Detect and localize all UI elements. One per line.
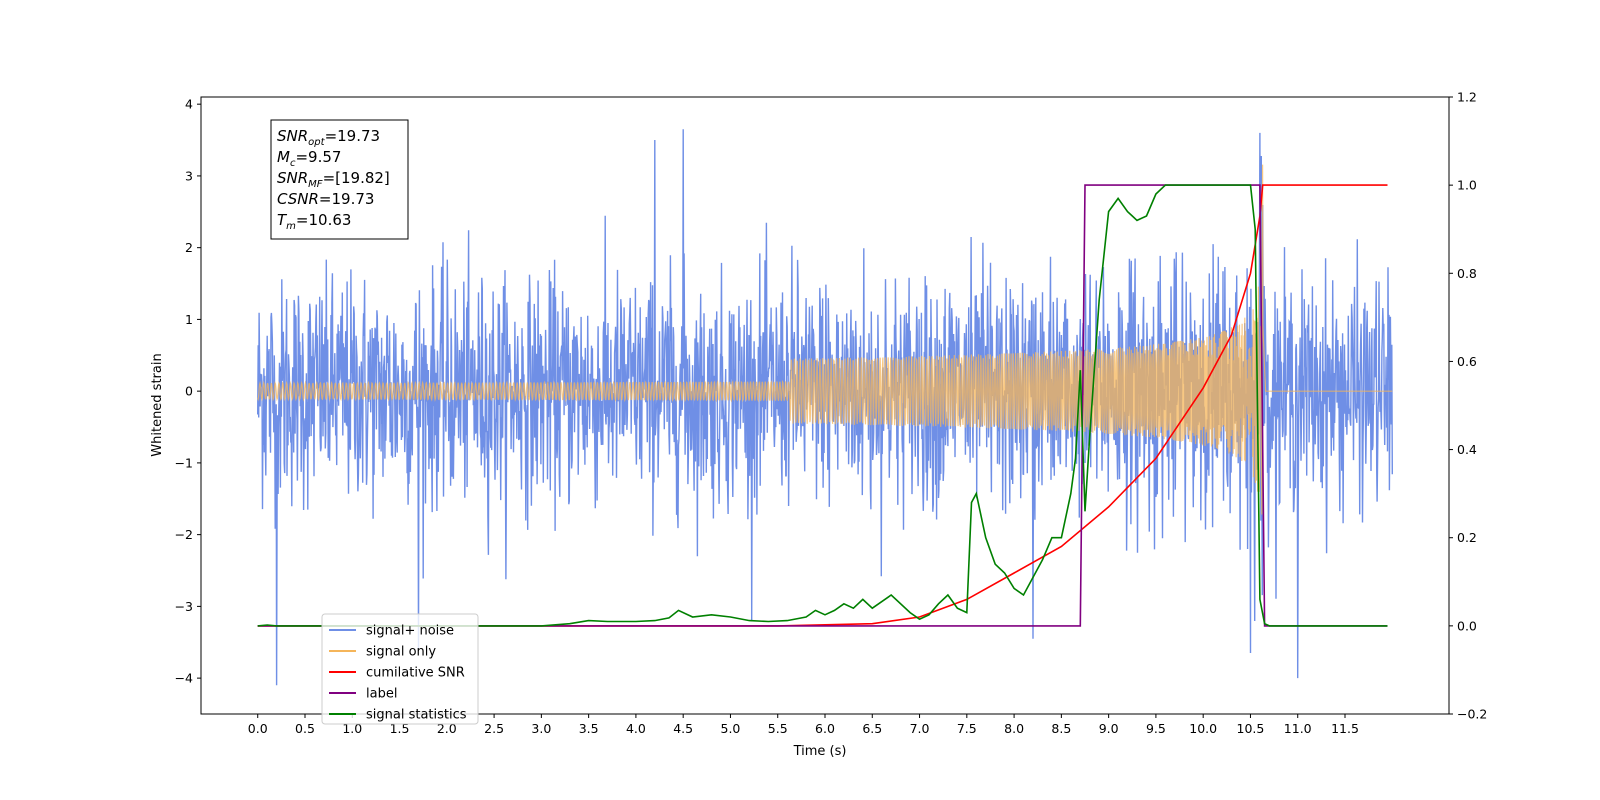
annotation-line: SNRMF=[19.82] bbox=[277, 169, 390, 190]
x-tick-label: 3.0 bbox=[531, 721, 551, 736]
y-right-tick-label: 0.4 bbox=[1457, 442, 1477, 457]
y-left-tick-label: 1 bbox=[185, 312, 193, 327]
y-right-tick-label: 0.8 bbox=[1457, 266, 1477, 281]
x-tick-label: 5.5 bbox=[768, 721, 788, 736]
series-layer bbox=[257, 129, 1393, 686]
y-right-tick-label: 1.2 bbox=[1457, 90, 1477, 105]
x-tick-label: 5.0 bbox=[721, 721, 741, 736]
x-tick-label: 11.5 bbox=[1331, 721, 1359, 736]
legend-label: signal statistics bbox=[366, 708, 467, 723]
annotation-box: SNRopt=19.73Mc=9.57SNRMF=[19.82]CSNR=19.… bbox=[270, 119, 409, 240]
y-right-tick-label: 0.6 bbox=[1457, 354, 1477, 369]
x-tick-label: 8.5 bbox=[1051, 721, 1071, 736]
legend-label: signal only bbox=[366, 645, 436, 660]
legend-label: label bbox=[366, 687, 397, 702]
series-signal-statistics bbox=[257, 184, 1388, 627]
y-right-tick-label: −0.2 bbox=[1457, 707, 1487, 722]
x-tick-label: 1.0 bbox=[342, 721, 362, 736]
y-axis-left-label: Whitened strain bbox=[150, 353, 165, 456]
y-left-tick-label: 3 bbox=[185, 168, 193, 183]
annotation-line: SNRopt=19.73 bbox=[277, 127, 380, 148]
annotation-line: Tm=10.63 bbox=[277, 211, 351, 232]
x-axis-ticks: 0.0 0.5 1.0 1.5 2.0 2.5 3.0 3.5 4.0 4.5 5.0 5.5 6.0 6… bbox=[248, 714, 1359, 736]
annotation-line: CSNR=19.73 bbox=[277, 190, 374, 208]
y-left-tick-label: 4 bbox=[185, 97, 193, 112]
y-left-tick-label: 0 bbox=[185, 384, 193, 399]
x-tick-label: 9.5 bbox=[1146, 721, 1166, 736]
x-tick-label: 10.5 bbox=[1237, 721, 1265, 736]
x-tick-label: 9.0 bbox=[1099, 721, 1119, 736]
x-tick-label: 0.5 bbox=[295, 721, 315, 736]
annotation-line: Mc=9.57 bbox=[277, 148, 341, 169]
x-tick-label: 0.0 bbox=[248, 721, 268, 736]
x-tick-label: 8.0 bbox=[1004, 721, 1024, 736]
x-tick-label: 4.0 bbox=[626, 721, 646, 736]
y-axis-left-ticks: −4 −3 −2 −1 0 1 2 3 4 bbox=[175, 97, 201, 686]
y-axis-right-ticks: −0.2 0.0 0.2 0.4 0.6 0.8 1.0 1.2 bbox=[1449, 90, 1487, 722]
series-signal-only bbox=[257, 164, 1393, 515]
y-left-tick-label: −3 bbox=[175, 599, 193, 614]
x-tick-label: 11.0 bbox=[1284, 721, 1312, 736]
x-tick-label: 6.0 bbox=[815, 721, 835, 736]
y-right-tick-label: 0.2 bbox=[1457, 530, 1477, 545]
x-tick-label: 2.5 bbox=[484, 721, 504, 736]
legend-label: cumilative SNR bbox=[366, 666, 465, 681]
x-tick-label: 2.0 bbox=[437, 721, 457, 736]
y-left-tick-label: −1 bbox=[175, 455, 193, 470]
series-cumulative-snr bbox=[257, 184, 1388, 627]
y-right-tick-label: 1.0 bbox=[1457, 178, 1477, 193]
y-right-tick-label: 0.0 bbox=[1457, 618, 1477, 633]
x-tick-label: 10.0 bbox=[1189, 721, 1217, 736]
x-tick-label: 1.5 bbox=[390, 721, 410, 736]
y-left-tick-label: 2 bbox=[185, 240, 193, 255]
legend-label: signal+ noise bbox=[366, 624, 454, 639]
legend: signal+ noise signal only cumilative SNR la… bbox=[321, 613, 479, 725]
x-tick-label: 4.5 bbox=[673, 721, 693, 736]
x-tick-label: 7.5 bbox=[957, 721, 977, 736]
x-axis-label: Time (s) bbox=[793, 744, 847, 759]
x-tick-label: 3.5 bbox=[579, 721, 599, 736]
x-tick-label: 6.5 bbox=[862, 721, 882, 736]
y-left-tick-label: −2 bbox=[175, 527, 193, 542]
x-tick-label: 7.0 bbox=[910, 721, 930, 736]
y-left-tick-label: −4 bbox=[175, 671, 193, 686]
